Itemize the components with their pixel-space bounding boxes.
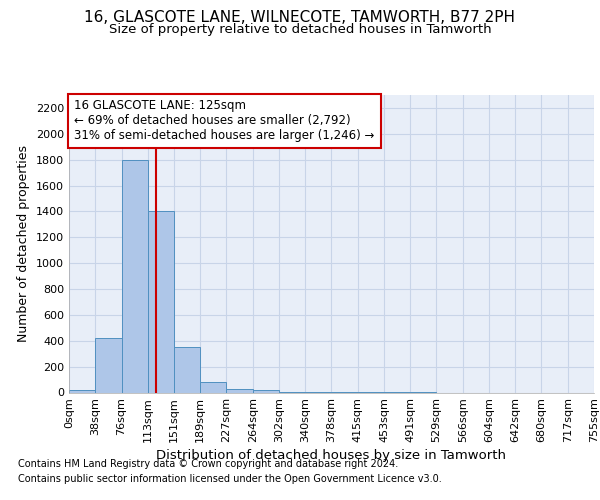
Bar <box>148 212 174 392</box>
Text: Contains HM Land Registry data © Crown copyright and database right 2024.: Contains HM Land Registry data © Crown c… <box>18 459 398 469</box>
X-axis label: Distribution of detached houses by size in Tamworth: Distribution of detached houses by size … <box>157 450 506 462</box>
Bar <box>95 338 122 392</box>
Bar <box>253 390 279 392</box>
Bar <box>226 388 253 392</box>
Text: Contains public sector information licensed under the Open Government Licence v3: Contains public sector information licen… <box>18 474 442 484</box>
Bar <box>174 347 200 393</box>
Bar <box>200 382 226 392</box>
Bar <box>122 160 148 392</box>
Bar <box>69 390 95 392</box>
Text: 16, GLASCOTE LANE, WILNECOTE, TAMWORTH, B77 2PH: 16, GLASCOTE LANE, WILNECOTE, TAMWORTH, … <box>85 10 515 25</box>
Text: 16 GLASCOTE LANE: 125sqm
← 69% of detached houses are smaller (2,792)
31% of sem: 16 GLASCOTE LANE: 125sqm ← 69% of detach… <box>74 100 374 142</box>
Text: Size of property relative to detached houses in Tamworth: Size of property relative to detached ho… <box>109 24 491 36</box>
Y-axis label: Number of detached properties: Number of detached properties <box>17 145 31 342</box>
